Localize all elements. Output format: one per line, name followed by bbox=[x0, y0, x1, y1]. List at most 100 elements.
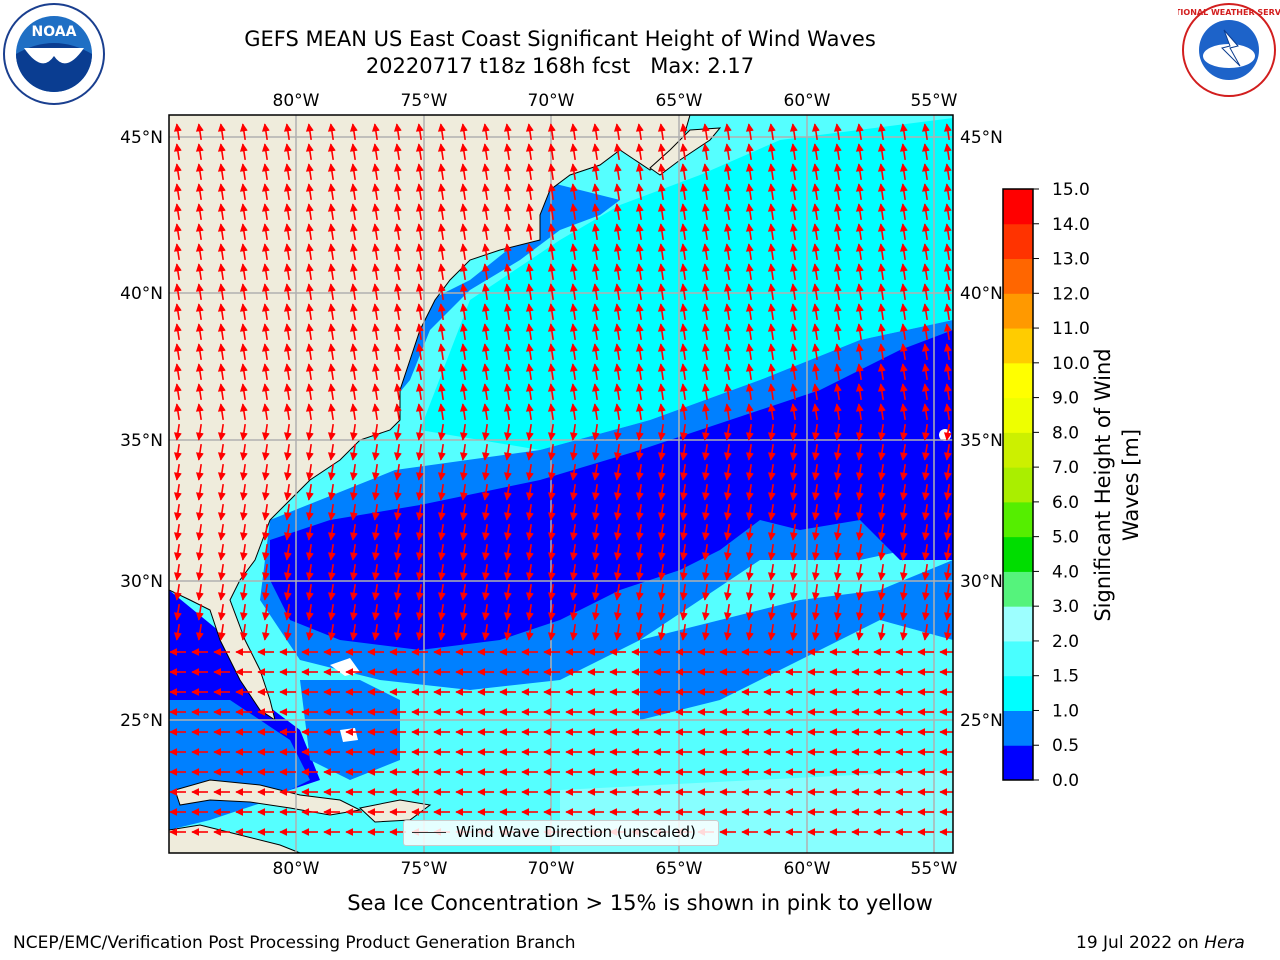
wave-direction-arrow bbox=[789, 423, 798, 441]
wave-direction-arrow bbox=[195, 363, 204, 381]
wave-direction-arrow bbox=[591, 603, 600, 621]
wave-direction-arrow bbox=[745, 603, 754, 621]
wave-direction-arrow bbox=[327, 343, 336, 361]
wave-direction-arrow bbox=[635, 123, 644, 141]
graticule bbox=[169, 115, 953, 853]
wave-direction-arrow bbox=[811, 423, 820, 441]
wave-direction-arrow bbox=[437, 203, 446, 221]
wave-direction-arrow bbox=[173, 563, 182, 581]
wave-direction-arrow bbox=[327, 383, 336, 401]
lon-label-top-55: 55°W bbox=[911, 91, 958, 111]
wave-direction-arrow bbox=[679, 163, 688, 181]
wave-direction-arrow bbox=[723, 183, 732, 201]
wave-direction-arrow bbox=[635, 503, 644, 521]
wave-direction-arrow bbox=[569, 243, 578, 261]
wave-direction-arrow bbox=[415, 283, 424, 301]
wave-direction-arrow bbox=[261, 343, 270, 361]
wave-direction-arrow bbox=[613, 203, 622, 221]
lon-label-bottom-65: 65°W bbox=[656, 859, 703, 879]
wave-direction-arrow bbox=[503, 123, 512, 141]
lat-label-left-25: 25°N bbox=[120, 711, 163, 731]
wave-direction-arrow bbox=[811, 623, 820, 641]
wave-direction-arrow bbox=[261, 443, 270, 461]
wave-direction-arrow bbox=[437, 423, 446, 441]
wave-direction-arrow bbox=[173, 423, 182, 441]
wave-direction-arrow bbox=[217, 403, 226, 421]
wave-direction-arrow bbox=[899, 443, 908, 461]
wave-direction-arrow bbox=[305, 303, 314, 321]
wave-direction-arrow bbox=[833, 243, 842, 261]
wave-direction-arrow bbox=[173, 483, 182, 501]
wave-direction-arrow bbox=[657, 363, 666, 381]
wave-direction-arrow bbox=[943, 603, 952, 621]
wave-direction-arrow bbox=[525, 183, 534, 201]
wave-direction-arrow bbox=[855, 143, 864, 161]
wave-direction-arrow bbox=[767, 483, 776, 501]
wave-direction-arrow bbox=[591, 163, 600, 181]
wave-direction-arrow bbox=[415, 463, 424, 481]
wave-direction-arrow bbox=[943, 483, 952, 501]
wave-direction-arrow bbox=[481, 563, 490, 581]
wave-direction-arrow bbox=[811, 283, 820, 301]
wave-direction-arrow bbox=[437, 163, 446, 181]
wave-direction-arrow bbox=[239, 143, 248, 161]
wave-direction-arrow bbox=[283, 403, 292, 421]
wave-direction-arrow bbox=[393, 403, 402, 421]
wave-direction-arrow bbox=[899, 423, 908, 441]
lon-label-top-60: 60°W bbox=[784, 91, 831, 111]
wave-direction-arrow bbox=[833, 343, 842, 361]
wave-direction-arrow bbox=[635, 563, 644, 581]
wave-direction-arrow bbox=[811, 243, 820, 261]
wave-direction-arrow bbox=[283, 183, 292, 201]
wave-direction-arrow bbox=[591, 343, 600, 361]
wave-direction-arrow bbox=[283, 543, 292, 561]
wave-direction-arrow bbox=[701, 563, 710, 581]
wave-direction-arrow bbox=[173, 323, 182, 341]
wave-direction-arrow bbox=[371, 503, 380, 521]
wave-direction-arrow bbox=[877, 543, 886, 561]
wave-direction-arrow bbox=[591, 303, 600, 321]
wave-direction-arrow bbox=[613, 143, 622, 161]
wave-direction-arrow bbox=[943, 583, 952, 601]
wave-direction-arrow bbox=[833, 263, 842, 281]
wave-direction-arrow bbox=[371, 383, 380, 401]
wave-direction-arrow bbox=[569, 483, 578, 501]
wave-direction-arrow bbox=[943, 383, 952, 401]
wave-direction-arrow bbox=[261, 363, 270, 381]
wave-direction-arrow bbox=[393, 443, 402, 461]
wave-direction-arrow bbox=[547, 203, 556, 221]
wave-direction-arrow bbox=[657, 543, 666, 561]
wave-direction-arrow bbox=[767, 203, 776, 221]
wave-direction-arrow bbox=[261, 543, 270, 561]
wave-direction-arrow bbox=[547, 503, 556, 521]
lat-label-right-25: 25°N bbox=[960, 711, 1003, 731]
wave-direction-arrow bbox=[415, 603, 424, 621]
wave-direction-arrow bbox=[173, 623, 182, 641]
wave-direction-arrow bbox=[833, 623, 842, 641]
wave-direction-arrow bbox=[371, 123, 380, 141]
wave-direction-arrow bbox=[745, 443, 754, 461]
wave-direction-arrow bbox=[767, 503, 776, 521]
wave-direction-arrow bbox=[701, 603, 710, 621]
wave-direction-arrow bbox=[745, 383, 754, 401]
colorbar-tick-label: 14.0 bbox=[1052, 215, 1090, 235]
wave-direction-arrow bbox=[173, 403, 182, 421]
wave-direction-arrow bbox=[591, 263, 600, 281]
wave-direction-arrow bbox=[921, 123, 930, 141]
wave-direction-arrow bbox=[811, 383, 820, 401]
wave-direction-arrow bbox=[591, 223, 600, 241]
wave-direction-arrow bbox=[635, 263, 644, 281]
wave-direction-arrow bbox=[371, 443, 380, 461]
wave-direction-arrow bbox=[789, 483, 798, 501]
wave-direction-arrow bbox=[327, 423, 336, 441]
wave-direction-arrow bbox=[437, 623, 446, 641]
footer-machine: Hera bbox=[1204, 933, 1245, 953]
wave-direction-arrow bbox=[789, 443, 798, 461]
wave-direction-arrow bbox=[283, 123, 292, 141]
wave-direction-arrow bbox=[217, 523, 226, 541]
wave-direction-arrow bbox=[855, 563, 864, 581]
wave-direction-arrow bbox=[679, 463, 688, 481]
wave-direction-arrow bbox=[371, 603, 380, 621]
wave-direction-arrow bbox=[283, 503, 292, 521]
wave-direction-arrow bbox=[789, 583, 798, 601]
